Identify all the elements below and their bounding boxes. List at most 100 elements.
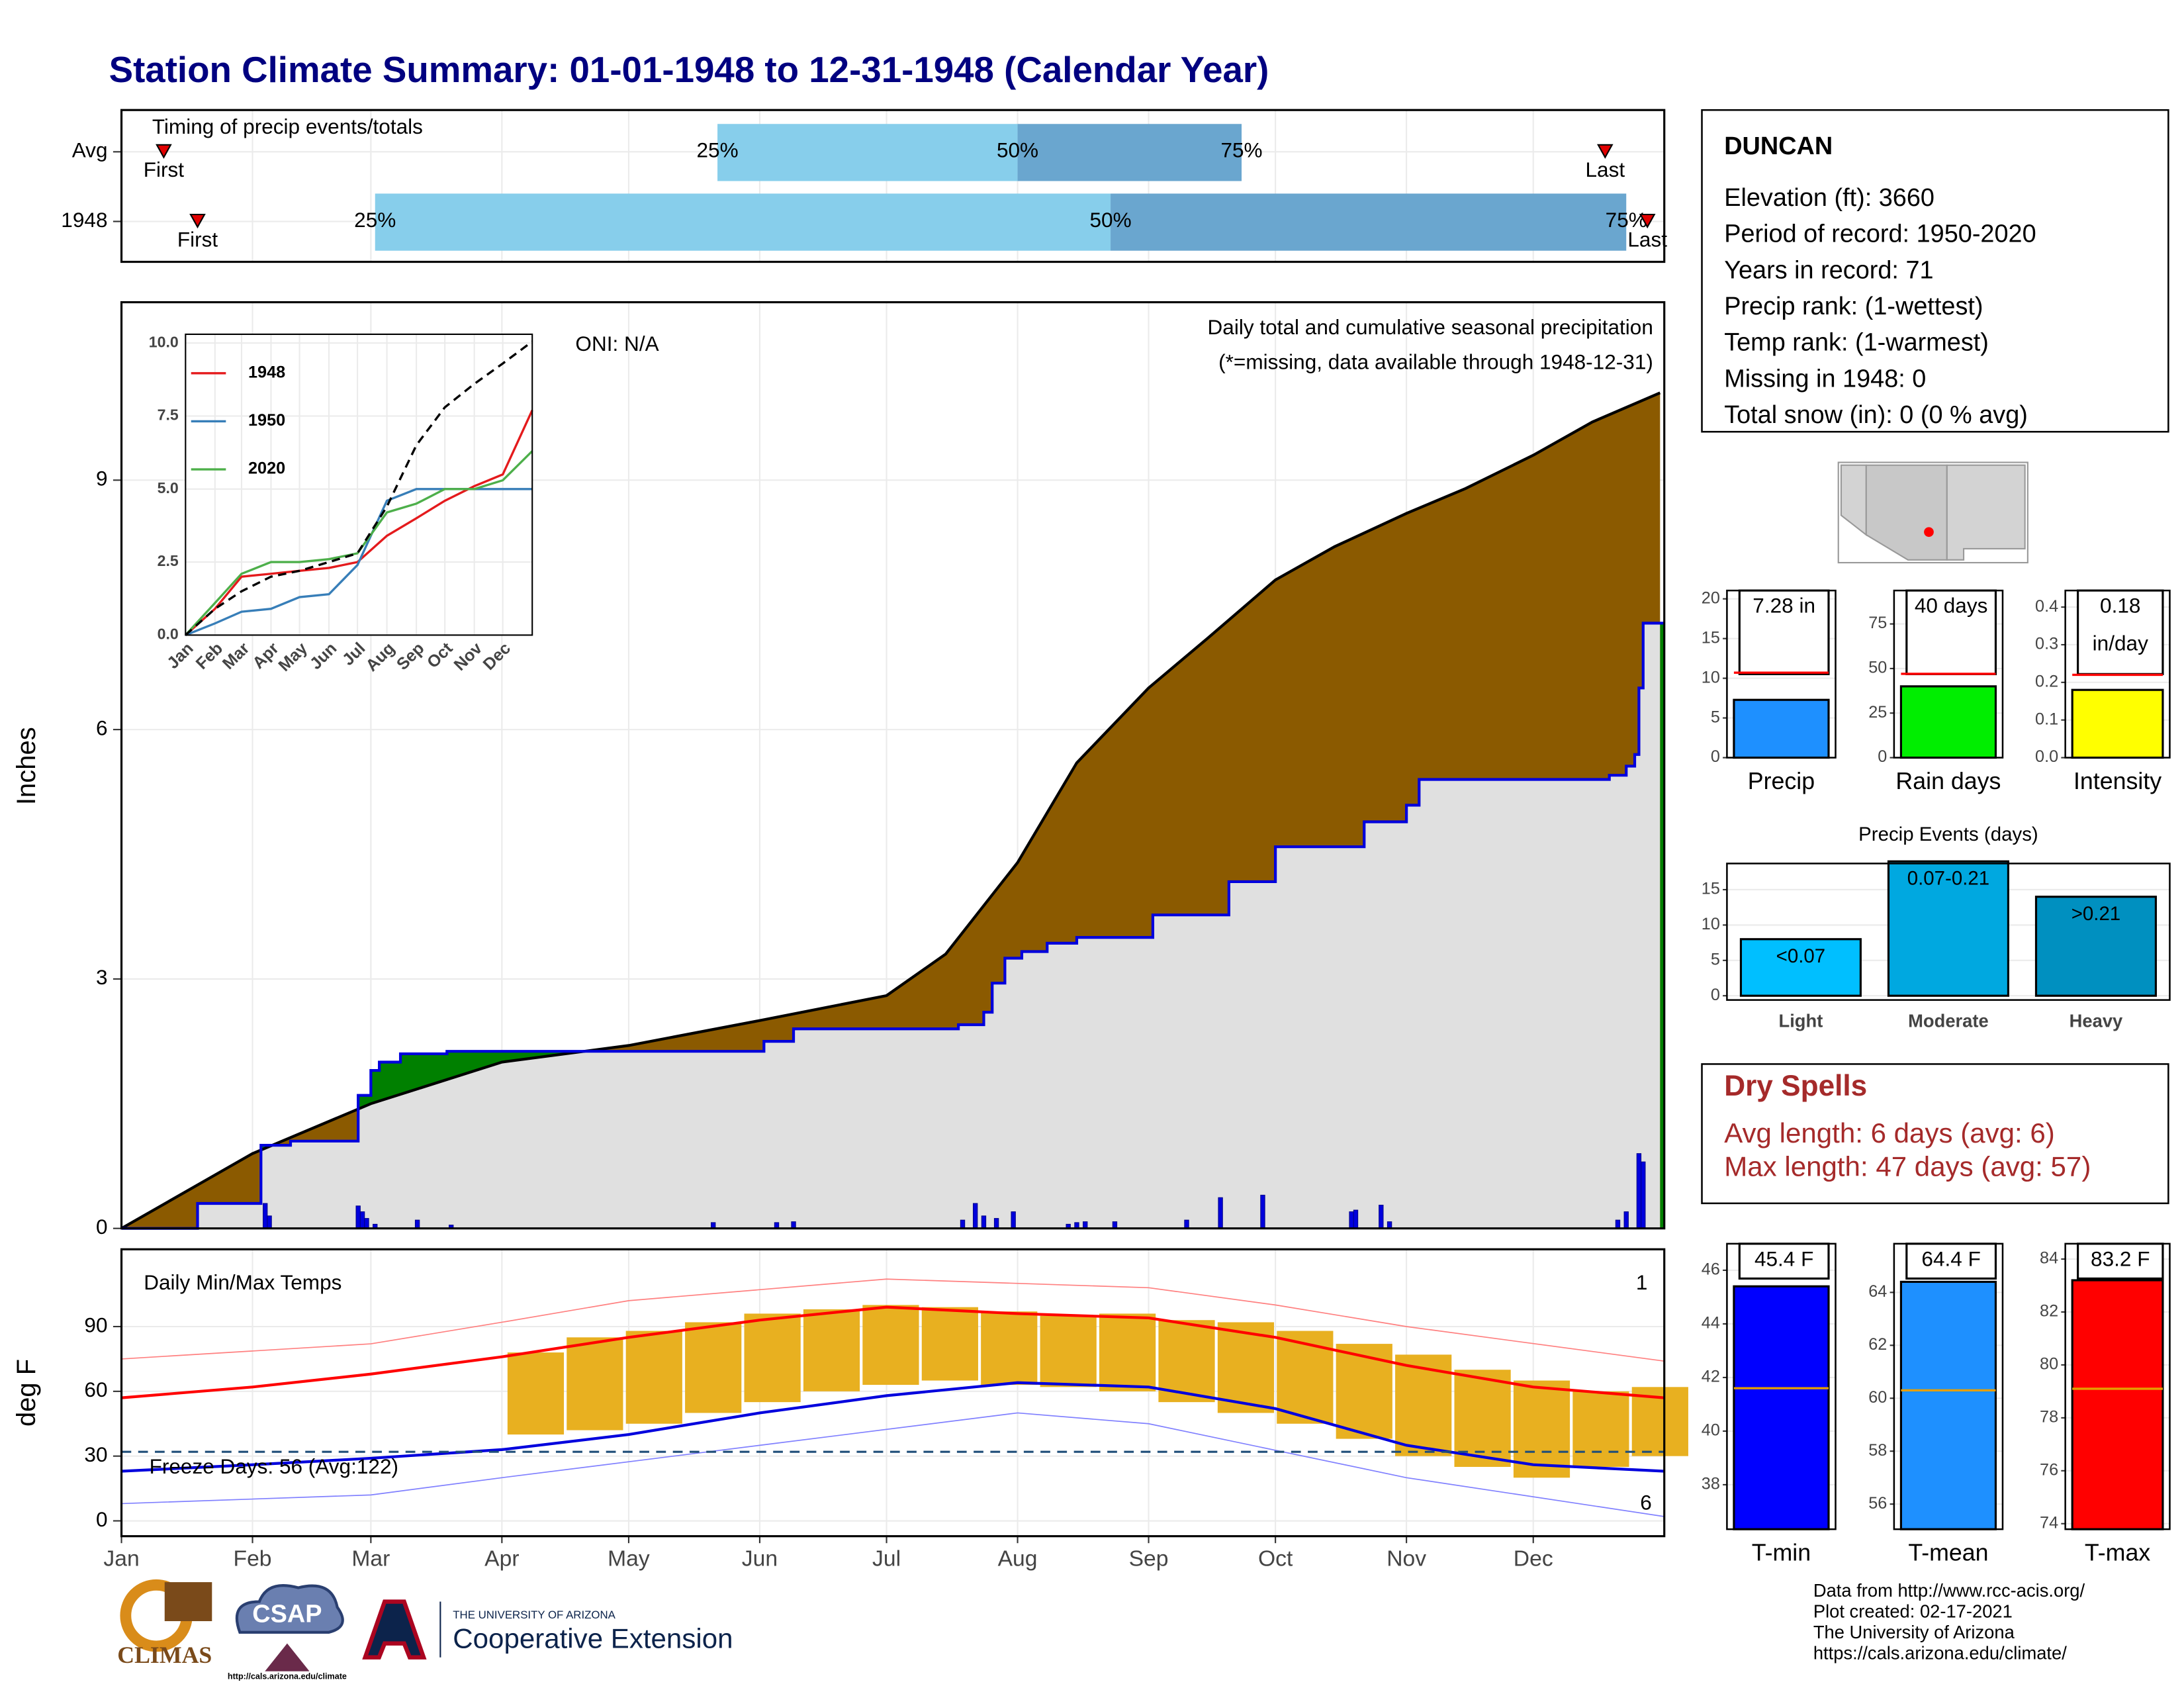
y-axis-label: deg F (12, 1359, 41, 1427)
event-label: Last (1627, 227, 1667, 251)
y-tick-label: 6 (96, 716, 108, 739)
temp-range-bar (1099, 1313, 1156, 1391)
x-tick-label: Heavy (2070, 1011, 2123, 1031)
y-tick-label: 0.1 (2035, 710, 2058, 728)
daily-precip-bar (1353, 1209, 1359, 1229)
inset-mean-line (185, 340, 533, 636)
daily-precip-bar (1636, 1153, 1642, 1229)
event-marker (156, 144, 172, 159)
event-bar (2034, 896, 2158, 997)
value-box (1905, 1243, 1997, 1280)
daily-precip-bar (263, 1203, 268, 1229)
oni-label: ONI: N/A (575, 332, 659, 355)
temp-range-bar (1336, 1344, 1392, 1439)
climas-text: CLIMAS (117, 1642, 212, 1668)
freeze-label: Freeze Days: 56 (Avg:122) (150, 1454, 398, 1478)
quartile-label: 25% (697, 138, 739, 162)
temp-range-bar (744, 1313, 801, 1403)
y-tick-label: 42 (1702, 1368, 1720, 1386)
bar (1899, 1280, 1997, 1530)
year-line (121, 622, 1664, 1230)
y-tick-label: 30 (84, 1442, 107, 1466)
daily-precip-bar (1184, 1219, 1189, 1229)
daily-precip-bar (960, 1219, 966, 1229)
bar (1733, 1285, 1830, 1530)
y-tick-label: 10 (1702, 668, 1720, 686)
y-tick-label: 0.0 (158, 626, 179, 643)
avg-max-line (121, 1305, 1664, 1399)
daily-precip-bar (1615, 1219, 1621, 1229)
title: Station Climate Summary: 01-01-1948 to 1… (109, 49, 1269, 90)
logos: CLIMAS CSAP http://cals.arizona.edu/clim… (117, 1579, 733, 1681)
y-tick-label: 0.4 (2035, 597, 2058, 616)
y-tick-label: 0.2 (2035, 672, 2058, 690)
x-tick-label: Apr (484, 1546, 519, 1571)
dry-spells-line: Max length: 47 days (avg: 57) (1724, 1150, 2091, 1182)
inset-line (185, 450, 533, 636)
value-label: 64.4 F (1921, 1246, 1980, 1270)
ua-logo (362, 1599, 427, 1660)
daily-precip-bar (1011, 1211, 1016, 1229)
y-tick-label: 46 (1702, 1260, 1720, 1279)
y-tick-label: 5 (1711, 708, 1720, 726)
y-tick-label: 75 (1868, 614, 1887, 632)
y-tick-label: 78 (2040, 1408, 2058, 1427)
event-label: First (144, 158, 185, 181)
daily-precip-bar (981, 1215, 987, 1229)
y-tick-label: 64 (1868, 1282, 1887, 1301)
y-tick-label: 58 (1868, 1441, 1887, 1460)
inset-line (185, 409, 533, 636)
temp-range-bar (981, 1311, 1038, 1385)
map-region (1946, 464, 2026, 561)
station-name: DUNCAN (1724, 132, 1833, 160)
y-tick-label: 90 (84, 1313, 107, 1336)
value-label: 40 days (1915, 594, 1988, 618)
temp-range-bar (1513, 1380, 1570, 1478)
temp-range-bar (1040, 1315, 1097, 1387)
value-box (1738, 1243, 1830, 1280)
x-tick-label: Nov (1387, 1546, 1426, 1571)
bar-label: T-mean (1908, 1539, 1988, 1566)
station-line: Precip rank: (1-wettest) (1724, 293, 1983, 320)
year-below-area (121, 623, 1661, 1229)
daily-precip-bar (267, 1215, 272, 1229)
panel-title: Timing of precip events/totals (152, 115, 423, 138)
temp-range-bar (1158, 1320, 1215, 1403)
daily-precip-bar (972, 1203, 978, 1229)
y-tick-label: 60 (84, 1378, 107, 1401)
temp-range-bar (1395, 1354, 1452, 1456)
quartile-bar (717, 124, 1018, 181)
panel-border (120, 301, 1666, 1230)
bar-label: T-min (1752, 1539, 1811, 1566)
bar-panel-border (2064, 1243, 2171, 1530)
panel-title: Daily Min/Max Temps (144, 1270, 341, 1294)
x-tick-label: Dec (1514, 1546, 1553, 1571)
y-tick-label: 38 (1702, 1475, 1720, 1493)
quartile-label: 75% (1220, 138, 1262, 162)
dry-spells-box (1701, 1063, 2169, 1205)
value-label: 0.18 (2100, 594, 2140, 618)
legend-label: 1948 (248, 363, 285, 382)
daily-precip-bar (1349, 1211, 1354, 1229)
inset-border (185, 333, 533, 636)
event-marker (1597, 144, 1614, 159)
event-bar (1887, 860, 2009, 997)
y-tick-label: 56 (1868, 1494, 1887, 1513)
y-tick-label: 5 (1711, 950, 1720, 968)
value-box (1738, 589, 1830, 675)
dry-spells-title: Dry Spells (1724, 1070, 1867, 1102)
footer-line: https://cals.arizona.edu/climate/ (1813, 1643, 2067, 1664)
y-tick-label: 0.3 (2035, 635, 2058, 653)
record-low-count: 6 (1640, 1491, 1652, 1515)
bar-label: T-max (2085, 1539, 2150, 1566)
temp-range-bar (862, 1305, 919, 1385)
bin-label: <0.07 (1776, 945, 1826, 967)
y-axis-label: Inches (12, 727, 41, 805)
average-line (120, 391, 1661, 1230)
daily-precip-bar (414, 1219, 420, 1229)
legend-label: 2020 (248, 459, 285, 478)
x-tick-label: Mar (351, 1546, 390, 1571)
x-tick-label: Sep (1129, 1546, 1169, 1571)
bin-label: >0.21 (2071, 903, 2121, 925)
